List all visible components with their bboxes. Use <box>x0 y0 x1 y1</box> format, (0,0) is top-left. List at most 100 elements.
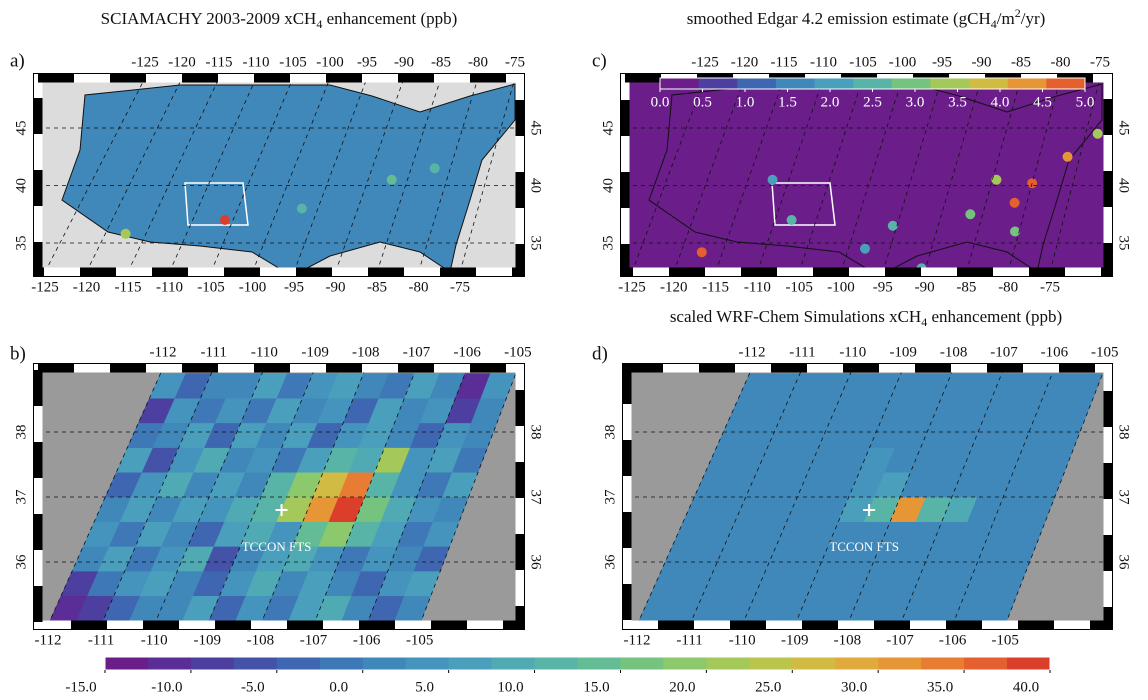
lon-tick-label: -110 <box>251 344 278 360</box>
hotspot <box>696 247 707 258</box>
frame <box>620 73 1113 277</box>
lat-tick-label: 38 <box>1116 425 1132 440</box>
lon-tick-label: -85 <box>1011 54 1031 70</box>
lon-tick-label: -112 <box>624 632 651 648</box>
lat-tick-label: 35 <box>528 236 544 251</box>
land <box>61 83 516 272</box>
colorbar-label: 0.0 <box>329 679 348 695</box>
lon-tick-label: -111 <box>201 344 227 360</box>
lat-tick-label: 45 <box>1116 121 1132 136</box>
meridian <box>313 368 417 625</box>
lon-tick-label: -90 <box>915 279 935 295</box>
frame <box>33 363 525 630</box>
meridian <box>952 368 1055 625</box>
hotspot <box>429 163 440 174</box>
meridian <box>419 368 519 625</box>
meridian <box>47 368 164 625</box>
lon-tick-label: -105 <box>197 279 225 295</box>
lat-tick-label: 38 <box>602 425 618 440</box>
colorbar-swatch <box>706 657 750 670</box>
study-box <box>184 182 249 226</box>
lon-tick-label: -111 <box>88 632 114 648</box>
colorbar-swatch <box>660 78 700 89</box>
lon-tick-label: -105 <box>785 279 813 295</box>
lon-tick-label: -112 <box>150 344 177 360</box>
colorbar-label: 3.5 <box>948 94 967 110</box>
colorbar-swatch <box>663 657 707 670</box>
frame <box>33 73 525 277</box>
lat-tick-label: 36 <box>602 554 618 570</box>
lon-tick-label: -100 <box>827 279 855 295</box>
colorbar-swatch <box>190 657 235 670</box>
hotspot <box>219 215 230 225</box>
annotation: TCCON FTS <box>829 539 899 554</box>
lon-tick-label: -106 <box>353 632 381 648</box>
colorbar-swatch <box>405 657 450 670</box>
lon-tick-label: -75 <box>1040 279 1060 295</box>
lat-tick-label: 35 <box>1116 236 1132 251</box>
lon-tick-label: -95 <box>873 279 893 295</box>
frame <box>622 363 1113 630</box>
meridian <box>206 368 316 625</box>
hotspot <box>1009 197 1020 208</box>
colorbar-swatch <box>814 78 854 89</box>
lon-tick-label: -100 <box>889 54 917 70</box>
meridian <box>1007 78 1061 272</box>
lon-tick-label: -115 <box>702 279 729 295</box>
lon-tick-label: -108 <box>834 632 862 648</box>
colorbar-label: 1.5 <box>778 94 797 110</box>
colorbar-swatch <box>620 657 664 670</box>
meridian <box>794 368 904 625</box>
meridian <box>631 78 706 272</box>
meridian <box>673 78 745 272</box>
meridian <box>715 78 785 272</box>
colorbar-swatch <box>737 78 777 89</box>
meridian <box>1004 368 1106 625</box>
lon-tick-label: -109 <box>781 632 809 648</box>
meridian <box>366 368 468 625</box>
lon-tick-label: -105 <box>406 632 434 648</box>
colorbar-swatch <box>792 657 836 670</box>
lon-tick-label: -106 <box>453 344 481 360</box>
lat-tick-label: 37 <box>1116 490 1132 506</box>
colorbar-label: -5.0 <box>241 679 265 695</box>
panel-title: scaled WRF-Chem Simulations xCH4 enhance… <box>670 307 1062 329</box>
panel-label: c) <box>592 50 607 71</box>
meridian <box>335 78 405 272</box>
lon-tick-label: -115 <box>115 279 142 295</box>
meridian <box>260 368 367 625</box>
site-marker <box>863 504 876 516</box>
lon-tick-label: -120 <box>73 279 101 295</box>
colorbar-label: 20.0 <box>669 679 695 695</box>
hotspot <box>767 174 778 185</box>
colorbar-swatch <box>577 657 621 670</box>
meridian <box>169 78 257 272</box>
colorbar-swatch <box>105 657 149 670</box>
lon-tick-label: -85 <box>431 54 451 70</box>
lon-tick-label: -105 <box>279 54 307 70</box>
colorbar-frame <box>104 656 1051 671</box>
panels: -125 -125 -120 -120 -115 -115 -110 -110 -105 -105… <box>10 50 1132 695</box>
hotspot <box>859 243 870 254</box>
colorbar-swatch <box>319 657 364 670</box>
lon-tick-label: -110 <box>810 54 837 70</box>
colorbar-swatch <box>534 657 578 670</box>
lat-tick-label: 37 <box>13 489 29 505</box>
hotspot <box>120 228 131 239</box>
lat-tick-label: 35 <box>13 236 29 251</box>
hotspot <box>1062 151 1073 162</box>
colorbar-swatch <box>1046 78 1086 89</box>
lon-tick-label: -95 <box>284 279 304 295</box>
lon-tick-label: -105 <box>504 344 532 360</box>
lon-tick-label: -110 <box>744 279 771 295</box>
colorbar-label: 4.0 <box>991 94 1010 110</box>
lon-tick-label: -75 <box>1090 54 1110 70</box>
hotspot <box>1092 128 1103 139</box>
lon-tick-label: -95 <box>932 54 952 70</box>
colorbar-swatch <box>891 78 931 89</box>
lat-tick-label: 40 <box>1116 178 1132 193</box>
lon-tick-label: -110 <box>243 54 270 70</box>
lon-tick-label: -90 <box>326 279 346 295</box>
lon-tick-label: -110 <box>156 279 183 295</box>
